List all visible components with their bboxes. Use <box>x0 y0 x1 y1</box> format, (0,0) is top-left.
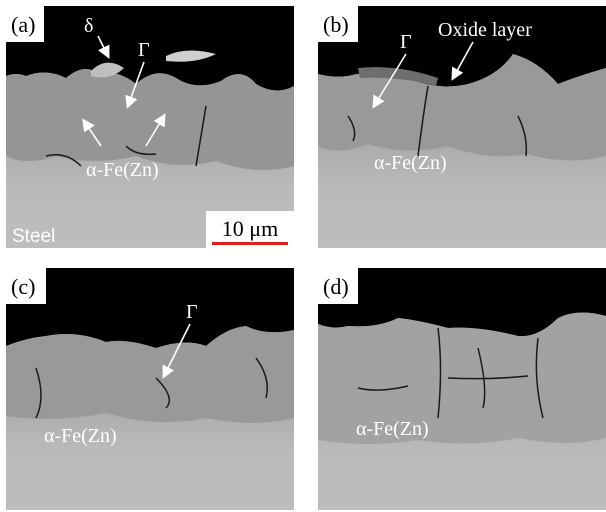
panel-label: (c) <box>11 274 35 299</box>
panel-c: (c) Γ α-Fe(Zn) <box>6 268 294 510</box>
annotation: Γ <box>186 301 198 323</box>
annotation: Steel <box>12 226 55 247</box>
panel-a: (a) δ Γ α-Fe(Zn) Steel 10 μm <box>6 6 294 248</box>
panel-label: (a) <box>11 12 35 37</box>
panel-label: (d) <box>323 274 349 299</box>
annotation: Γ <box>138 39 150 61</box>
panel-label: (b) <box>323 12 349 37</box>
annotation: δ <box>84 15 93 37</box>
scale-bar-label: 10 μm <box>222 216 278 241</box>
annotation: α-Fe(Zn) <box>356 418 429 440</box>
annotation: Γ <box>400 31 412 53</box>
figure: (a) δ Γ α-Fe(Zn) Steel 10 μm (b) Γ Oxide… <box>0 0 606 512</box>
annotation: α-Fe(Zn) <box>86 159 159 181</box>
annotation: α-Fe(Zn) <box>44 425 117 447</box>
panel-b: (b) Γ Oxide layer α-Fe(Zn) <box>318 6 606 248</box>
scale-bar <box>212 242 288 245</box>
annotation: α-Fe(Zn) <box>374 152 447 174</box>
annotation: Oxide layer <box>438 19 532 41</box>
panel-d: (d) α-Fe(Zn) <box>318 268 606 510</box>
